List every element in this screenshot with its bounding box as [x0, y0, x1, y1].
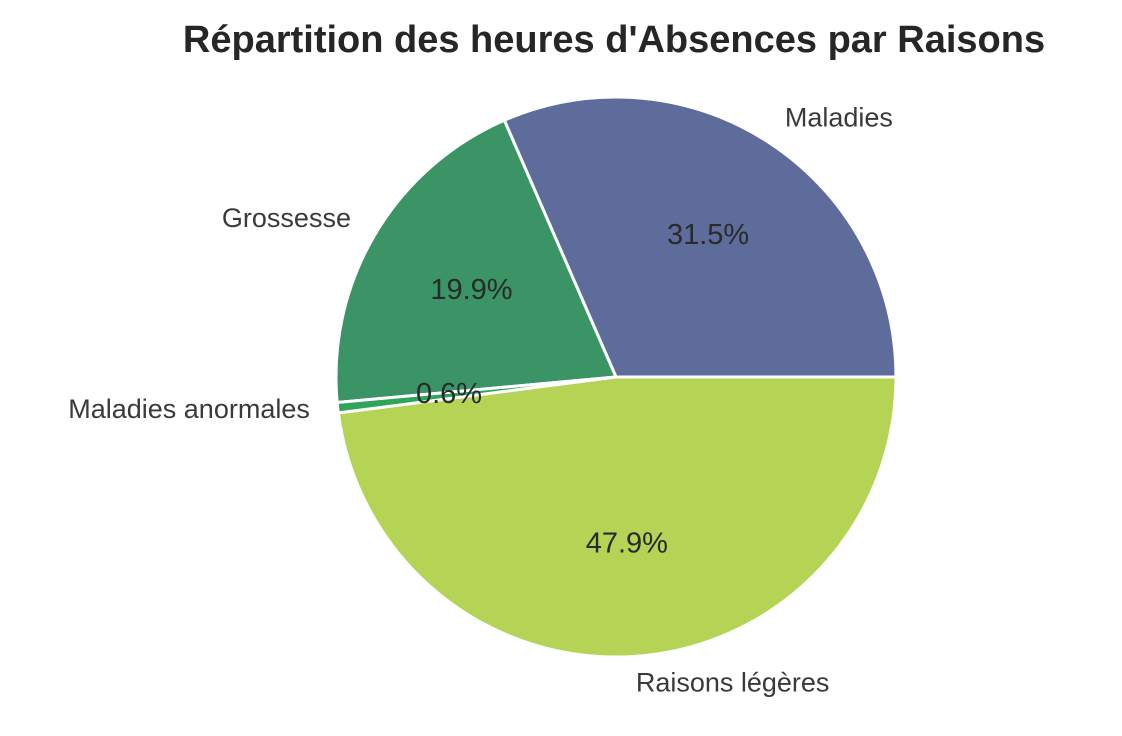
pie-slice-maladies [502, 95, 898, 379]
slice-percent-grossesse: 19.9% [430, 274, 512, 306]
pie-slice-labels: Maladies Grossesse Maladies anormales Raiso… [68, 103, 893, 698]
slice-label-grossesse: Grossesse [222, 203, 351, 233]
slice-percent-raisons-legeres: 47.9% [586, 527, 668, 559]
pie-slice-grossesse [334, 118, 618, 404]
pie-slices [334, 95, 898, 659]
pie-percent-labels: 31.5% 19.9% 0.6% 47.9% [416, 219, 749, 559]
pie-slice-raisons-legeres [336, 375, 898, 659]
chart-title: Répartition des heures d'Absences par Ra… [183, 19, 1045, 61]
slice-label-maladies-anormales: Maladies anormales [68, 394, 310, 424]
slice-percent-maladies-anormales: 0.6% [416, 378, 482, 410]
slice-label-raisons-legeres: Raisons légères [636, 667, 830, 697]
slice-percent-maladies: 31.5% [667, 219, 749, 251]
slice-label-maladies: Maladies [785, 103, 893, 133]
